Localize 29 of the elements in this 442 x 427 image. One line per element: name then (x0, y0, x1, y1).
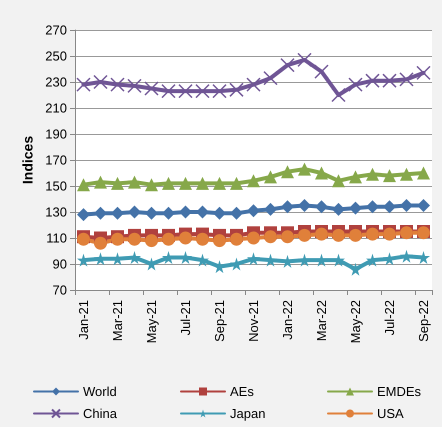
legend-label: Japan (230, 406, 266, 421)
x-tick-label: Mar-21 (110, 300, 125, 342)
y-tick-label: 110 (46, 230, 67, 246)
x-tick-label: Jul-22 (382, 300, 397, 336)
y-axis-title: Indices (19, 136, 36, 184)
legend-label: USA (377, 406, 404, 421)
x-tick-label: Nov-21 (246, 300, 261, 342)
legend-label: China (83, 406, 118, 421)
x-tick-label: May-21 (144, 300, 159, 344)
y-tick-label: 270 (45, 22, 67, 38)
x-tick-label: Jan-21 (76, 300, 91, 340)
y-tick-label: 170 (45, 152, 67, 168)
legend-label: EMDEs (377, 384, 422, 399)
x-tick-label: Mar-22 (314, 300, 329, 342)
legend-label: AEs (230, 384, 254, 399)
y-tick-label: 190 (45, 126, 67, 142)
x-tick-label: Jul-21 (178, 300, 193, 336)
y-tick-label: 250 (45, 48, 67, 64)
x-tick-label: Jan-22 (280, 300, 295, 340)
y-tick-label: 230 (45, 74, 67, 90)
y-tick-label: 90 (52, 256, 67, 272)
legend-label: World (83, 384, 117, 399)
x-tick-label: Sep-22 (416, 300, 431, 342)
y-tick-label: 70 (52, 282, 67, 298)
y-tick-label: 210 (45, 100, 67, 116)
y-tick-label: 150 (45, 178, 67, 194)
x-tick-label: May-22 (348, 300, 363, 344)
x-tick-label: Sep-21 (212, 300, 227, 342)
y-tick-label: 130 (45, 204, 67, 220)
